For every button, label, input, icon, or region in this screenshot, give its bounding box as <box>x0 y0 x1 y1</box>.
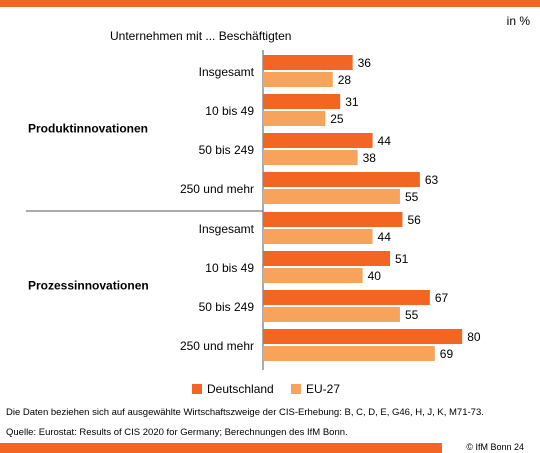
data-label: 36 <box>358 56 372 70</box>
bar-deutschland <box>263 172 420 187</box>
data-label: 69 <box>440 347 454 361</box>
group-label: Prozessinnovationen <box>28 279 149 293</box>
data-label: 63 <box>425 173 439 187</box>
data-label: 55 <box>405 190 419 204</box>
bar-eu27 <box>263 189 400 204</box>
bottom-accent-bar <box>0 443 540 453</box>
category-header: Unternehmen mit ... Beschäftigten <box>110 29 292 43</box>
category-label: Insgesamt <box>199 222 255 236</box>
data-label: 25 <box>330 112 344 126</box>
group-label: Produktinnovationen <box>28 122 148 136</box>
bar-chart: Produktinnovationen Insgesamt 36 28 10 bis 4… <box>26 50 481 370</box>
bar-eu27 <box>263 72 333 87</box>
data-label: 55 <box>405 308 419 322</box>
bar-deutschland <box>263 212 403 227</box>
category-label: 50 bis 249 <box>199 143 255 157</box>
bar-eu27 <box>263 268 363 283</box>
data-label: 80 <box>467 330 481 344</box>
data-label: 67 <box>435 291 449 305</box>
data-label: 51 <box>395 252 409 266</box>
category-label: 10 bis 49 <box>205 104 254 118</box>
data-label: 56 <box>407 213 421 227</box>
bar-deutschland <box>263 55 353 70</box>
copyright-label: © IfM Bonn 24 <box>464 442 526 452</box>
bar-eu27 <box>263 111 326 126</box>
footnote: Die Daten beziehen sich auf ausgewählte … <box>6 407 484 418</box>
data-label: 28 <box>338 73 352 87</box>
top-accent-bar <box>0 0 540 7</box>
category-label: 50 bis 249 <box>199 300 255 314</box>
bar-deutschland <box>263 290 430 305</box>
bar-deutschland <box>263 94 341 109</box>
legend-swatch-eu27 <box>291 384 301 394</box>
bar-eu27 <box>263 229 373 244</box>
category-label: Insgesamt <box>199 65 255 79</box>
bar-eu27 <box>263 150 358 165</box>
data-label: 44 <box>378 134 392 148</box>
legend-label-eu27: EU-27 <box>306 382 341 396</box>
bar-eu27 <box>263 307 400 322</box>
source-note: Quelle: Eurostat: Results of CIS 2020 fo… <box>6 427 348 438</box>
category-label: 10 bis 49 <box>205 261 254 275</box>
legend-swatch-deutschland <box>192 384 202 394</box>
bar-deutschland <box>263 329 463 344</box>
data-label: 31 <box>345 95 359 109</box>
category-label: 250 und mehr <box>180 339 254 353</box>
data-label: 40 <box>368 269 382 283</box>
bar-eu27 <box>263 346 435 361</box>
data-label: 38 <box>363 151 377 165</box>
data-label: 44 <box>378 230 392 244</box>
unit-label: in % <box>506 14 530 28</box>
category-label: 250 und mehr <box>180 182 254 196</box>
legend-label-deutschland: Deutschland <box>207 382 274 396</box>
bar-deutschland <box>263 251 390 266</box>
bar-deutschland <box>263 133 373 148</box>
